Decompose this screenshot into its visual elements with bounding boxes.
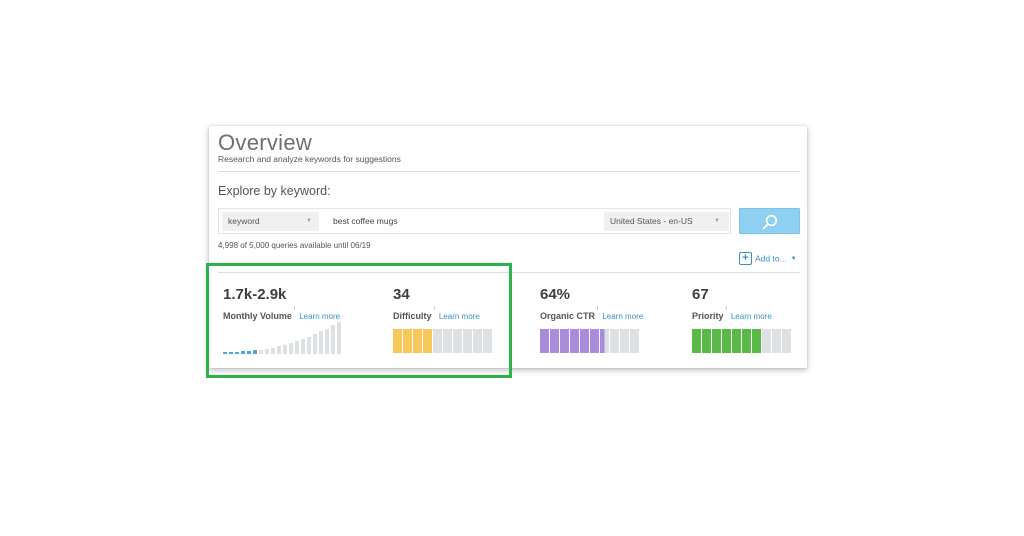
volume-bar: [241, 351, 245, 354]
bar-segment: [423, 329, 432, 353]
bar-segment: [550, 329, 559, 353]
metric-value: 64%: [540, 286, 571, 303]
learn-more-link[interactable]: Learn more: [438, 312, 480, 321]
bar-segment: [620, 329, 629, 353]
metric-label: Priority: [692, 311, 724, 321]
learn-more-link[interactable]: Learn more: [602, 312, 644, 321]
bar-segment: [560, 329, 569, 353]
bar-segment: [762, 329, 771, 353]
volume-bar: [229, 352, 233, 354]
volume-bar: [289, 343, 293, 354]
chevron-down-icon: ▼: [714, 218, 720, 224]
metric-value: 34: [393, 286, 410, 303]
bar-segment: [772, 329, 781, 353]
bar-segment: [570, 329, 579, 353]
metric-difficulty: 34 DifficultyiLearn more: [393, 286, 480, 324]
search-type-value: keyword: [228, 216, 260, 226]
bar-segment: [732, 329, 741, 353]
plus-icon: +: [739, 252, 752, 265]
volume-bar: [247, 351, 251, 354]
bar-segment: [443, 329, 452, 353]
metric-value: 67: [692, 286, 709, 303]
add-to-label: Add to...: [755, 253, 787, 264]
search-button[interactable]: [739, 208, 800, 234]
volume-bar: [325, 329, 329, 354]
volume-bar: [277, 346, 281, 354]
bar-segment: [540, 329, 549, 353]
volume-bar: [295, 341, 299, 354]
bar-segment: [610, 329, 619, 353]
bar-segment: [752, 329, 761, 353]
overview-card: Overview Research and analyze keywords f…: [209, 126, 807, 368]
organic-ctr-bar: [540, 329, 640, 353]
explore-label: Explore by keyword:: [218, 184, 331, 198]
bar-segment: [722, 329, 731, 353]
volume-bar: [283, 345, 287, 354]
bar-segment: [413, 329, 422, 353]
volume-bar: [259, 350, 263, 354]
locale-select[interactable]: United States - en-US ▼: [604, 212, 729, 231]
bar-segment: [473, 329, 482, 353]
bar-segment: [712, 329, 721, 353]
quota-text: 4,998 of 5,000 queries available until 0…: [218, 241, 371, 250]
difficulty-bar: [393, 329, 493, 353]
chevron-down-icon: ▼: [306, 218, 312, 224]
info-icon[interactable]: i: [725, 306, 727, 312]
add-to-button[interactable]: + Add to... ▼: [739, 252, 797, 266]
bar-segment: [600, 329, 609, 353]
metric-organic-ctr: 64% Organic CTRiLearn more: [540, 286, 643, 324]
bar-segment: [393, 329, 402, 353]
metric-value: 1.7k-2.9k: [223, 286, 287, 303]
volume-bar: [265, 349, 269, 354]
bar-segment: [702, 329, 711, 353]
bar-segment: [692, 329, 701, 353]
volume-bar: [307, 337, 311, 354]
bar-segment: [590, 329, 599, 353]
divider: [218, 171, 800, 172]
volume-chart: [223, 322, 341, 354]
bar-segment: [483, 329, 492, 353]
bar-segment: [433, 329, 442, 353]
info-icon[interactable]: i: [433, 306, 435, 312]
learn-more-link[interactable]: Learn more: [730, 312, 772, 321]
locale-value: United States - en-US: [610, 216, 693, 226]
bar-segment: [580, 329, 589, 353]
priority-bar: [692, 329, 792, 353]
search-input[interactable]: best coffee mugs: [333, 216, 398, 226]
metric-label: Monthly Volume: [223, 311, 292, 321]
volume-bar: [337, 322, 341, 354]
volume-bar: [301, 339, 305, 354]
page-subtitle: Research and analyze keywords for sugges…: [218, 154, 401, 164]
info-icon[interactable]: i: [293, 306, 296, 312]
volume-bar: [331, 325, 335, 354]
metric-label: Organic CTR: [540, 311, 596, 321]
metric-priority: 67 PriorityiLearn more: [692, 286, 772, 324]
metric-label: Difficulty: [393, 311, 432, 321]
metric-monthly-volume: 1.7k-2.9k Monthly VolumeiLearn more: [223, 286, 340, 324]
search-type-select[interactable]: keyword ▼: [222, 212, 319, 231]
volume-bar: [223, 352, 227, 354]
bar-segment: [782, 329, 791, 353]
bar-segment: [630, 329, 639, 353]
chevron-down-icon: ▼: [790, 255, 797, 262]
bar-segment: [453, 329, 462, 353]
volume-bar: [253, 350, 257, 354]
search-box: keyword ▼ best coffee mugs United States…: [218, 208, 731, 234]
bar-segment: [742, 329, 751, 353]
page-title: Overview: [218, 130, 313, 155]
search-icon: [762, 214, 778, 230]
volume-bar: [319, 331, 323, 354]
volume-bar: [235, 352, 239, 354]
bar-segment: [463, 329, 472, 353]
learn-more-link[interactable]: Learn more: [299, 312, 341, 321]
bar-segment: [403, 329, 412, 353]
volume-bar: [313, 334, 317, 354]
volume-bar: [271, 348, 275, 354]
info-icon[interactable]: i: [597, 306, 599, 312]
highlight-box: [206, 263, 512, 378]
